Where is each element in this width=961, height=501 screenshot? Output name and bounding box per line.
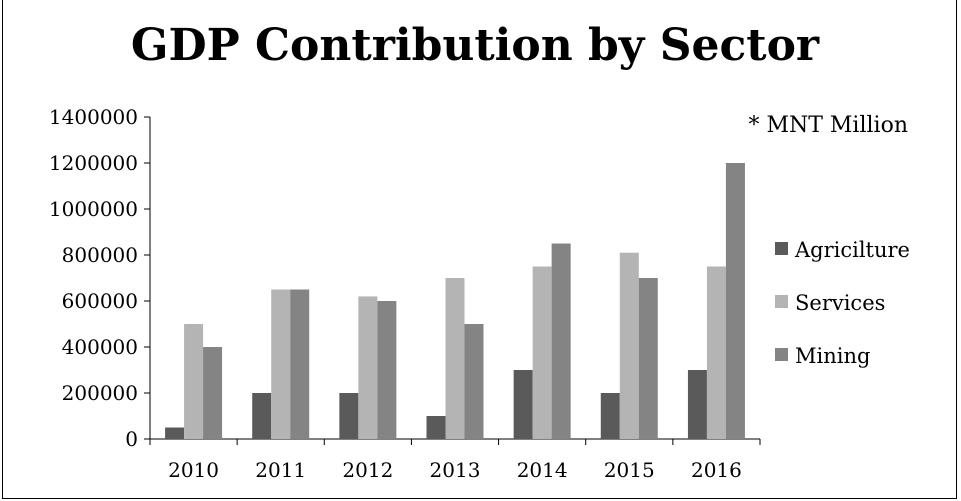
x-tick-label: 2010 bbox=[168, 458, 219, 482]
bar-services-2014 bbox=[532, 266, 552, 439]
y-tick-label: 1200000 bbox=[49, 151, 138, 175]
bar-agricilture-2011 bbox=[252, 393, 272, 439]
unit-note: * MNT Million bbox=[748, 113, 908, 138]
x-tick-label: 2015 bbox=[604, 458, 655, 482]
legend-label: Mining bbox=[795, 344, 870, 368]
y-tick-label: 800000 bbox=[62, 243, 138, 267]
x-tick-label: 2013 bbox=[430, 458, 481, 482]
axes: 0 200000 400000 600000 800000 1000000 1200000 1… bbox=[49, 105, 761, 482]
bar-mining-2011 bbox=[290, 289, 310, 439]
legend-swatch bbox=[775, 295, 788, 308]
x-tick-label: 2012 bbox=[342, 458, 393, 482]
legend: Agricilture Services Mining bbox=[775, 238, 910, 368]
bar-agricilture-2012 bbox=[339, 393, 359, 439]
bar-services-2010 bbox=[184, 324, 204, 439]
bar-agricilture-2013 bbox=[426, 416, 446, 439]
bar-agricilture-2016 bbox=[687, 370, 707, 439]
legend-label: Agricilture bbox=[794, 238, 910, 262]
bar-services-2013 bbox=[445, 278, 465, 439]
chart-title: GDP Contribution by Sector bbox=[131, 20, 820, 71]
legend-swatch bbox=[775, 242, 788, 255]
bar-agricilture-2015 bbox=[600, 393, 620, 439]
bar-services-2011 bbox=[271, 289, 291, 439]
legend-label: Services bbox=[795, 291, 885, 315]
x-tick-label: 2011 bbox=[255, 458, 306, 482]
y-tick-label: 200000 bbox=[62, 381, 138, 405]
y-tick-label: 400000 bbox=[62, 335, 138, 359]
y-tick-label: 0 bbox=[125, 427, 138, 451]
bar-services-2015 bbox=[619, 252, 639, 439]
x-tick-label: 2014 bbox=[517, 458, 568, 482]
bar-services-2012 bbox=[358, 296, 378, 439]
bar-mining-2013 bbox=[464, 324, 484, 439]
bar-services-2016 bbox=[706, 266, 726, 439]
bar-mining-2012 bbox=[377, 301, 397, 439]
y-tick-label: 1000000 bbox=[49, 197, 138, 221]
bar-mining-2010 bbox=[203, 347, 223, 439]
bar-agricilture-2010 bbox=[165, 427, 185, 439]
bar-mining-2014 bbox=[551, 243, 571, 439]
legend-swatch bbox=[775, 348, 788, 361]
bar-mining-2016 bbox=[725, 163, 745, 439]
x-tick-label: 2016 bbox=[691, 458, 742, 482]
bar-mining-2015 bbox=[638, 278, 658, 439]
bars bbox=[165, 163, 745, 439]
bar-agricilture-2014 bbox=[513, 370, 533, 439]
y-tick-label: 1400000 bbox=[49, 105, 138, 129]
y-tick-label: 600000 bbox=[62, 289, 138, 313]
